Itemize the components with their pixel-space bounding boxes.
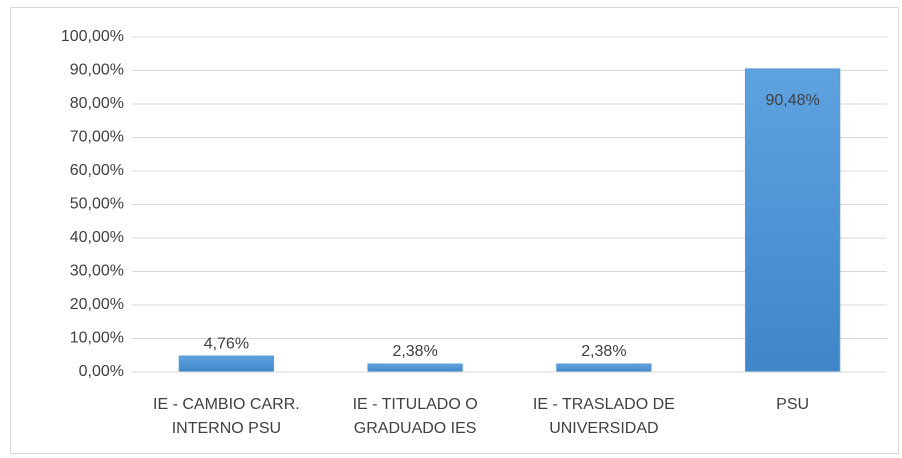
- y-tick-label: 10,00%: [70, 330, 124, 347]
- bar: [744, 68, 841, 373]
- data-label: 2,38%: [392, 343, 437, 360]
- x-tick-label: IE - CAMBIO CARR. INTERNO PSU: [153, 396, 300, 437]
- y-tick-label: 30,00%: [70, 263, 124, 280]
- data-label: 90,48%: [765, 92, 819, 109]
- x-tick-label: PSU: [776, 396, 810, 413]
- y-tick-label: 80,00%: [70, 95, 124, 112]
- x-tick-label: IE - TRASLADO DE UNIVERSIDAD: [532, 396, 675, 437]
- y-tick-label: 50,00%: [70, 196, 124, 213]
- x-tick-label: IE - TITULADO O GRADUADO IES: [352, 396, 478, 437]
- y-tick-label: 100,00%: [61, 28, 124, 45]
- y-tick-label: 70,00%: [70, 129, 124, 146]
- y-tick-label: 90,00%: [70, 62, 124, 79]
- bar: [367, 363, 463, 373]
- data-label: 4,76%: [204, 335, 249, 352]
- data-label: 2,38%: [581, 343, 626, 360]
- y-tick-label: 0,00%: [79, 363, 124, 380]
- bar: [556, 363, 652, 373]
- chart-border: [10, 7, 899, 454]
- bar: [178, 355, 275, 373]
- y-tick-label: 60,00%: [70, 162, 124, 179]
- y-tick-label: 20,00%: [70, 296, 124, 313]
- y-tick-label: 40,00%: [70, 229, 124, 246]
